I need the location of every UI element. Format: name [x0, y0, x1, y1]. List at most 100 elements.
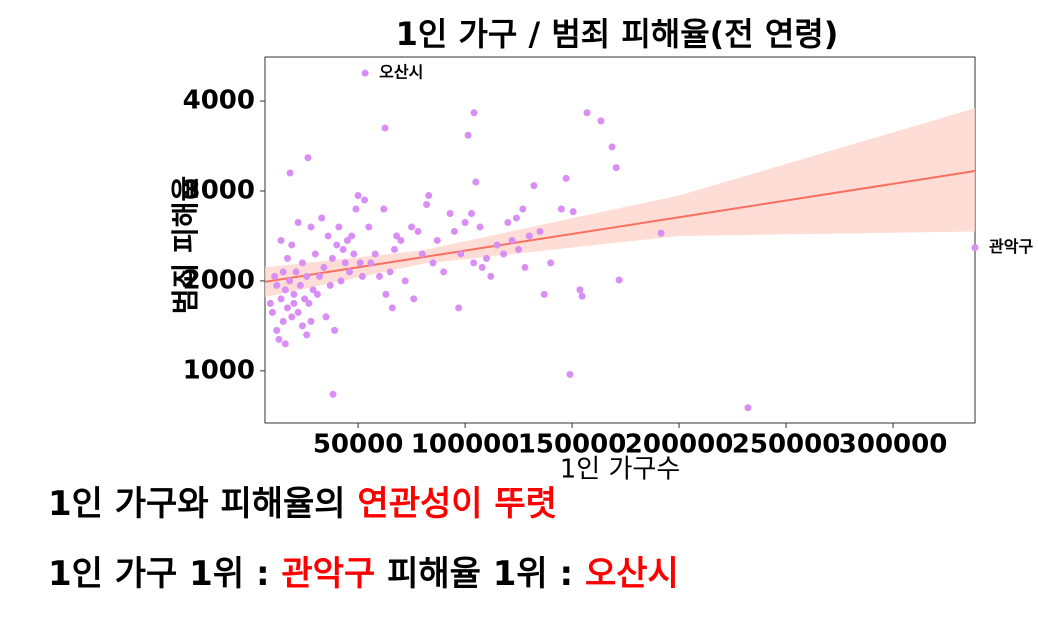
- point: [288, 241, 296, 249]
- point: [478, 263, 486, 271]
- confidence-band: [265, 108, 975, 298]
- point: [286, 277, 294, 285]
- point: [277, 236, 285, 244]
- point: [382, 290, 390, 298]
- point: [470, 259, 478, 267]
- point: [515, 245, 523, 253]
- point: [313, 290, 321, 298]
- point: [504, 218, 512, 226]
- point: [346, 268, 354, 276]
- x-tick-label: 200000: [625, 430, 734, 460]
- point: [397, 236, 405, 244]
- point: [326, 281, 334, 289]
- point: [367, 259, 375, 267]
- point: [375, 272, 383, 280]
- point: [361, 196, 369, 204]
- point: [487, 272, 495, 280]
- point: [476, 223, 484, 231]
- point: [350, 250, 358, 258]
- point: [455, 304, 463, 312]
- y-tick-label: 4000: [183, 86, 255, 116]
- x-tick-label: 250000: [732, 430, 841, 460]
- point: [470, 109, 478, 117]
- note-line: 1인 가구 1위 : 관악구 피해율 1위 : 오산시: [48, 554, 679, 594]
- point: [271, 272, 279, 280]
- point: [311, 250, 319, 258]
- point: [380, 205, 388, 213]
- point: [410, 295, 418, 303]
- point: [296, 281, 304, 289]
- point: [298, 259, 306, 267]
- point: [303, 331, 311, 339]
- point: [273, 326, 281, 334]
- point: [578, 292, 586, 300]
- point: [298, 322, 306, 330]
- point: [386, 268, 394, 276]
- point: [464, 131, 472, 139]
- point: [971, 244, 979, 252]
- point: [461, 218, 469, 226]
- point: [328, 254, 336, 262]
- point: [301, 295, 309, 303]
- point: [390, 245, 398, 253]
- note-line: 1인 가구와 피해율의 연관성이 뚜렷: [48, 484, 557, 524]
- point: [292, 268, 300, 276]
- point: [283, 254, 291, 262]
- point: [305, 299, 313, 307]
- point: [266, 299, 274, 307]
- point: [576, 286, 584, 294]
- point: [562, 174, 570, 182]
- point: [288, 313, 296, 321]
- y-tick-label: 2000: [183, 265, 255, 295]
- note-segment: 연관성이 뚜렷: [357, 484, 557, 524]
- point: [268, 308, 276, 316]
- x-tick-label: 150000: [518, 430, 627, 460]
- point: [608, 143, 616, 151]
- note-segment: 피해율 1위 :: [375, 554, 585, 594]
- annotation: 관악구: [989, 237, 1033, 256]
- point: [493, 241, 501, 249]
- point: [388, 304, 396, 312]
- y-axis-label: 범죄 피해율: [169, 176, 202, 315]
- point: [279, 268, 287, 276]
- point: [583, 109, 591, 117]
- point: [423, 200, 431, 208]
- y-tick-label: 1000: [183, 355, 255, 385]
- point: [354, 191, 362, 199]
- point: [281, 286, 289, 294]
- point: [273, 281, 281, 289]
- x-axis-label: 1인 가구수: [560, 455, 681, 485]
- point: [286, 169, 294, 177]
- point: [408, 223, 416, 231]
- point: [612, 164, 620, 172]
- note-segment: 오산시: [585, 554, 679, 594]
- point: [365, 223, 373, 231]
- point: [381, 124, 389, 132]
- point: [356, 259, 364, 267]
- point: [303, 272, 311, 280]
- point: [482, 254, 490, 262]
- point: [457, 250, 465, 258]
- point: [401, 277, 409, 285]
- x-tick-label: 100000: [411, 430, 520, 460]
- point: [348, 232, 356, 240]
- y-tick-label: 3000: [183, 175, 255, 205]
- point: [309, 286, 317, 294]
- point: [508, 236, 516, 244]
- point: [566, 370, 574, 378]
- point: [361, 69, 369, 77]
- point: [371, 250, 379, 258]
- point: [320, 263, 328, 271]
- point: [294, 308, 302, 316]
- point: [433, 236, 441, 244]
- point: [339, 245, 347, 253]
- point: [450, 227, 458, 235]
- point: [540, 290, 548, 298]
- point: [324, 232, 332, 240]
- point: [393, 232, 401, 240]
- point: [525, 232, 533, 240]
- point: [547, 259, 555, 267]
- point: [358, 272, 366, 280]
- point: [337, 277, 345, 285]
